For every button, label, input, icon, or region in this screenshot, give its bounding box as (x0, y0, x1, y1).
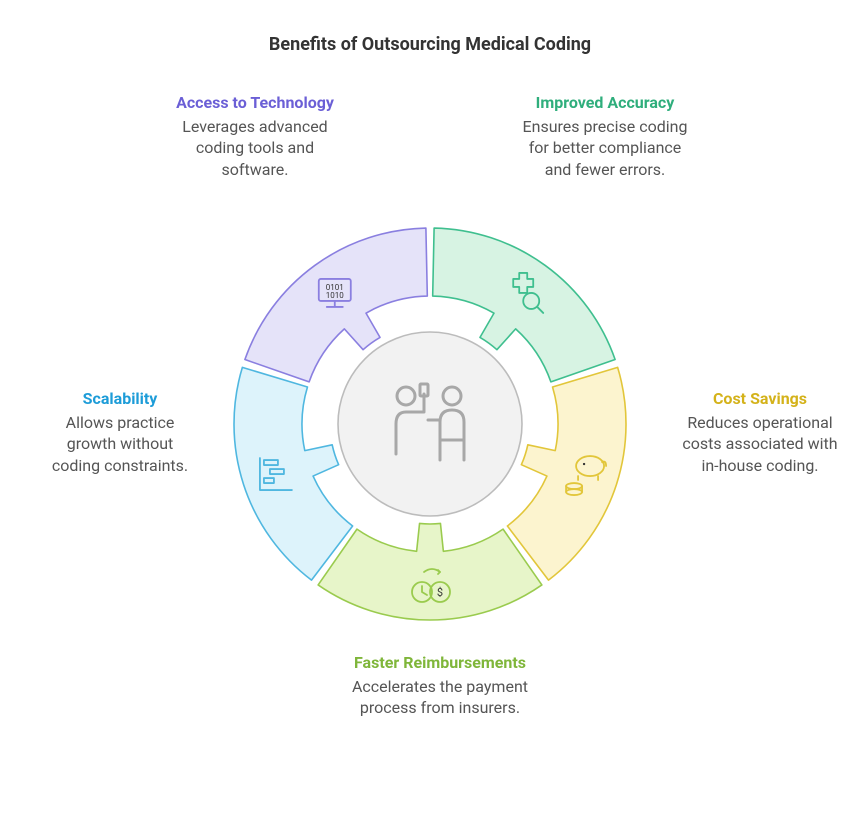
label-improved_accuracy: Improved AccuracyEnsures precise coding … (520, 92, 690, 180)
label-cost_savings: Cost SavingsReduces operational costs as… (680, 388, 840, 476)
segment-cost_savings (507, 367, 626, 580)
ring-chart: $ 0101 1010 (234, 228, 626, 620)
label-title: Improved Accuracy (520, 92, 690, 114)
label-title: Scalability (45, 388, 195, 410)
label-scalability: ScalabilityAllows practice growth withou… (45, 388, 195, 476)
label-desc: Ensures precise coding for better compli… (520, 116, 690, 181)
center-circle (338, 332, 522, 516)
label-desc: Reduces operational costs associated wit… (680, 412, 840, 477)
label-access_to_technology: Access to TechnologyLeverages advanced c… (170, 92, 340, 180)
infographic-stage: Benefits of Outsourcing Medical Coding $ (0, 0, 860, 818)
label-desc: Accelerates the payment process from ins… (350, 676, 530, 719)
label-title: Cost Savings (680, 388, 840, 410)
label-title: Faster Reimbursements (350, 652, 530, 674)
label-title: Access to Technology (170, 92, 340, 114)
svg-text:$: $ (437, 586, 443, 599)
page-title: Benefits of Outsourcing Medical Coding (0, 34, 860, 55)
label-faster_reimbursements: Faster ReimbursementsAccelerates the pay… (350, 652, 530, 719)
label-desc: Leverages advanced coding tools and soft… (170, 116, 340, 181)
label-desc: Allows practice growth without coding co… (45, 412, 195, 477)
segment-faster_reimbursements (318, 523, 542, 620)
svg-text:1010: 1010 (326, 291, 344, 300)
segment-scalability (234, 367, 353, 580)
